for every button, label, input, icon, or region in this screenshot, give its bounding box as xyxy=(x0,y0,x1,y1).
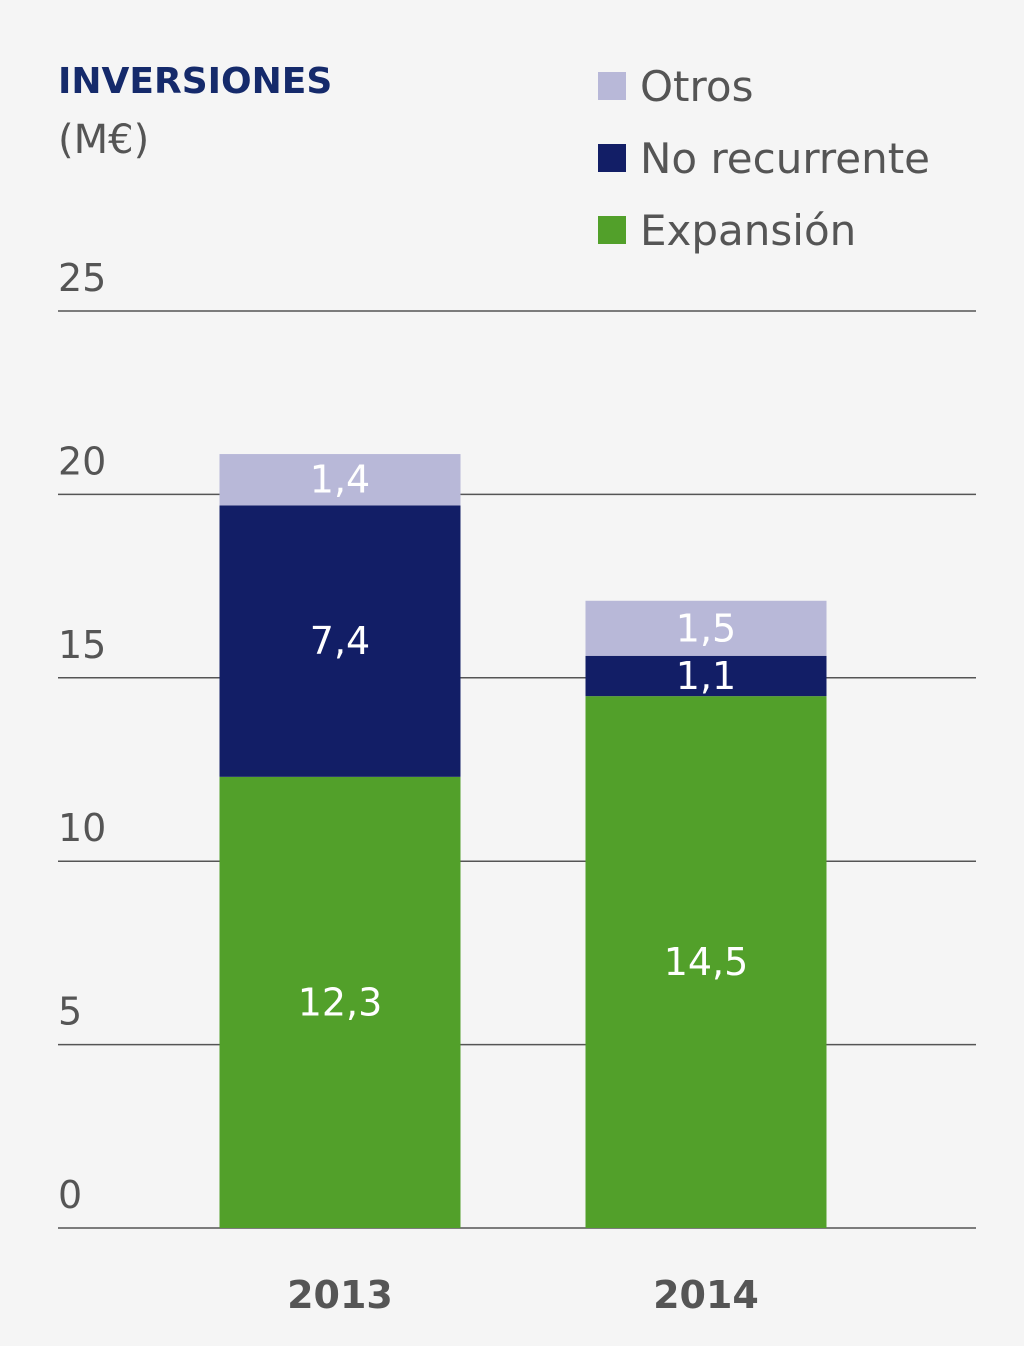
data-label: 1,1 xyxy=(676,654,736,698)
x-category-label: 2014 xyxy=(653,1273,759,1317)
data-labels: 12,3 7,4 1,4 14,5 1,11,5 xyxy=(298,458,749,1025)
data-label: 14,5 xyxy=(664,940,749,984)
bar-segment xyxy=(585,600,827,656)
legend-label: No recurrente xyxy=(640,134,930,183)
data-label: 12,3 xyxy=(298,980,383,1024)
bar-segment xyxy=(585,696,827,1228)
legend-label: Expansión xyxy=(640,206,856,255)
y-tick-label: 5 xyxy=(58,990,82,1034)
bar-segment xyxy=(219,454,461,506)
gridlines xyxy=(58,310,976,1229)
chart-subtitle: (M€) xyxy=(58,117,149,163)
bar-segment xyxy=(585,655,827,697)
legend-label: Otros xyxy=(640,62,753,111)
data-label: 1,4 xyxy=(310,458,370,502)
y-tick-label: 15 xyxy=(58,623,106,667)
x-axis-categories: 2013 2014 xyxy=(287,1273,759,1317)
y-axis-ticks: 0 5 10 15 20 25 xyxy=(58,256,106,1217)
y-tick-label: 20 xyxy=(58,439,106,483)
bars xyxy=(219,454,827,1228)
y-tick-label: 0 xyxy=(58,1173,82,1217)
y-tick-label: 25 xyxy=(58,256,106,300)
bar-segment xyxy=(219,505,461,777)
legend-swatch xyxy=(598,144,626,172)
legend: Otros No recurrente Expansión xyxy=(598,62,930,255)
legend-swatch xyxy=(598,216,626,244)
x-category-label: 2013 xyxy=(287,1273,393,1317)
data-label: 7,4 xyxy=(310,619,370,663)
bar-segment xyxy=(219,776,461,1228)
legend-swatch xyxy=(598,72,626,100)
data-label: 1,5 xyxy=(676,606,736,650)
y-tick-label: 10 xyxy=(58,806,106,850)
chart-title: INVERSIONES xyxy=(58,61,332,102)
